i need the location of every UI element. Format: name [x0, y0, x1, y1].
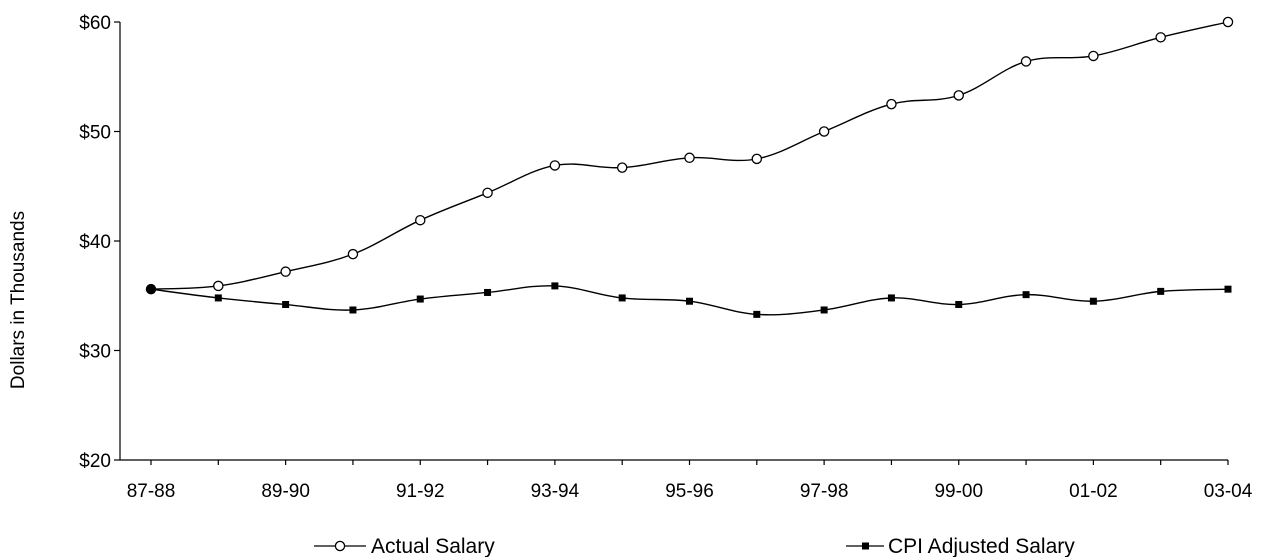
data-point-actual-salary: [1155, 32, 1166, 43]
x-tick-label: 99-00: [934, 481, 983, 502]
x-tick-label: 97-98: [800, 481, 849, 502]
y-axis-title: Dollars in Thousands: [8, 211, 29, 389]
data-point-cpi-adjusted-salary: [1089, 297, 1097, 305]
axes: [119, 22, 1228, 461]
data-point-actual-salary: [616, 162, 628, 173]
data-point-actual-salary: [1020, 56, 1032, 67]
data-point-cpi-adjusted-salary: [349, 306, 357, 314]
y-tick-label: $40: [79, 232, 111, 253]
data-point-cpi-adjusted-salary: [1022, 291, 1030, 299]
data-point-cpi-adjusted-salary: [686, 297, 693, 305]
x-tick-label: 01-02: [1069, 481, 1118, 502]
x-tick-label: 93-94: [531, 481, 580, 502]
data-point-actual-salary: [1222, 16, 1234, 28]
x-ticks: 87-88 89-90 91-92 93-94 95-96 97-98 99-00 01-02…: [127, 460, 1253, 502]
data-point-actual-salary: [684, 152, 695, 164]
x-tick-label: 89-90: [261, 481, 310, 502]
x-tick-label: 91-92: [396, 481, 445, 502]
data-point-cpi-adjusted-salary: [282, 301, 290, 309]
series-layer: [145, 16, 1234, 318]
data-point-actual-salary: [347, 248, 359, 260]
y-tick-label: $50: [79, 123, 111, 144]
data-point-actual-salary: [751, 153, 763, 165]
y-ticks: $20 $30 $40 $50 $60: [79, 13, 120, 472]
data-point-actual-salary: [886, 98, 897, 110]
x-tick-label: 95-96: [665, 481, 714, 502]
data-point-cpi-adjusted-salary: [618, 294, 626, 302]
data-point-actual-salary: [414, 214, 426, 226]
x-tick-label: 03-04: [1204, 481, 1253, 502]
x-tick-label: 87-88: [127, 481, 176, 502]
y-tick-label: $60: [79, 13, 111, 34]
legend-marker-actual-salary: [334, 540, 346, 552]
data-point-cpi-adjusted-salary: [820, 306, 828, 314]
legend-label-cpi-adjusted-salary: CPI Adjusted Salary: [888, 535, 1075, 557]
data-point-cpi-adjusted-salary: [753, 310, 761, 318]
y-tick-label: $20: [79, 451, 111, 472]
data-point-actual-salary: [953, 90, 965, 101]
data-point-cpi-adjusted-salary: [955, 301, 963, 309]
data-point-actual-salary: [549, 160, 561, 171]
legend-marker-cpi-adjusted-salary: [862, 542, 869, 550]
data-point-actual-salary: [213, 280, 224, 292]
data-point-cpi-adjusted-salary: [484, 288, 492, 296]
series-actual-salary: [145, 16, 1234, 295]
data-point-cpi-adjusted-salary: [551, 282, 559, 290]
data-point-cpi-adjusted-salary: [887, 294, 895, 302]
data-point-actual-salary: [818, 126, 830, 137]
legend-item-cpi-adjusted-salary: CPI Adjusted Salary: [846, 535, 1075, 557]
data-point-actual-salary: [1088, 50, 1099, 62]
data-point-cpi-adjusted-salary: [1157, 287, 1165, 295]
data-point-actual-salary: [280, 266, 291, 277]
data-point-cpi-adjusted-salary: [214, 294, 222, 302]
data-point-shared-start: [146, 284, 156, 295]
legend: Actual Salary CPI Adjusted Salary: [314, 535, 1075, 557]
data-point-cpi-adjusted-salary: [1224, 285, 1232, 293]
series-cpi-adjusted-salary: [147, 282, 1232, 318]
data-point-actual-salary: [482, 187, 493, 199]
data-point-cpi-adjusted-salary: [416, 295, 424, 303]
y-tick-label: $30: [79, 342, 111, 363]
legend-item-actual-salary: Actual Salary: [314, 535, 495, 557]
legend-label-actual-salary: Actual Salary: [371, 535, 495, 557]
